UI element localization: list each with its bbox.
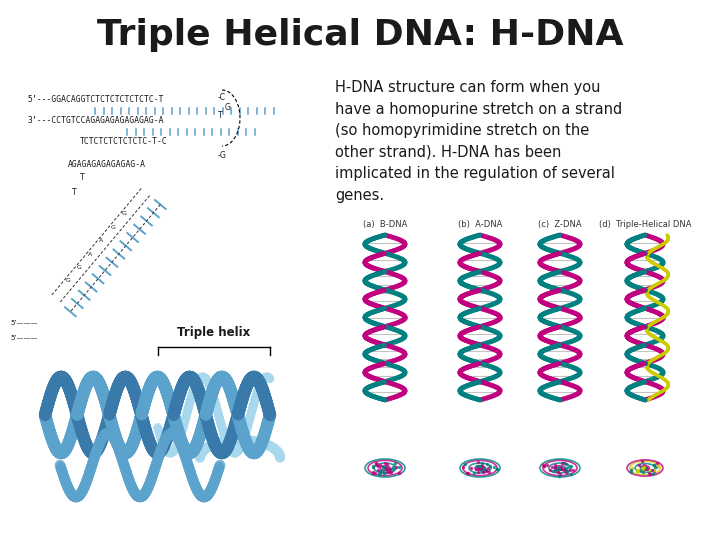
Text: T: T xyxy=(218,111,222,120)
Text: (b)  A-DNA: (b) A-DNA xyxy=(458,220,502,229)
Text: Triple helix: Triple helix xyxy=(177,326,251,339)
Text: A: A xyxy=(99,238,104,243)
Text: T: T xyxy=(80,173,85,182)
Text: H-DNA structure can form when you
have a homopurine stretch on a strand
(so homo: H-DNA structure can form when you have a… xyxy=(335,80,622,203)
Text: G: G xyxy=(77,265,81,270)
Text: 5’---GGACAGGTCTCTCTCTCTCTC-T: 5’---GGACAGGTCTCTCTCTCTCTC-T xyxy=(28,95,164,104)
Text: G: G xyxy=(225,103,231,112)
Text: T: T xyxy=(72,188,76,197)
Text: TCTCTCTCTCTCTC-T-C: TCTCTCTCTCTCTC-T-C xyxy=(80,137,168,146)
Text: 5’———: 5’——— xyxy=(10,335,37,341)
Text: G: G xyxy=(122,211,127,217)
Text: 3’---CCTGTCCAGAGAGAGAGAGAG-A: 3’---CCTGTCCAGAGAGAGAGAGAG-A xyxy=(28,116,164,125)
Text: G: G xyxy=(110,225,115,230)
Text: 5’———: 5’——— xyxy=(10,320,37,326)
Text: -G: -G xyxy=(218,151,227,160)
Text: A: A xyxy=(88,252,92,256)
Text: (c)  Z-DNA: (c) Z-DNA xyxy=(538,220,582,229)
Text: AGAGAGAGAGAGAG-A: AGAGAGAGAGAGAG-A xyxy=(68,160,146,169)
Text: G: G xyxy=(66,279,71,284)
Text: Triple Helical DNA: H-DNA: Triple Helical DNA: H-DNA xyxy=(96,18,624,52)
Text: -C: -C xyxy=(218,93,226,102)
Text: (a)  B-DNA: (a) B-DNA xyxy=(363,220,408,229)
Text: (d)  Triple-Helical DNA: (d) Triple-Helical DNA xyxy=(599,220,691,229)
